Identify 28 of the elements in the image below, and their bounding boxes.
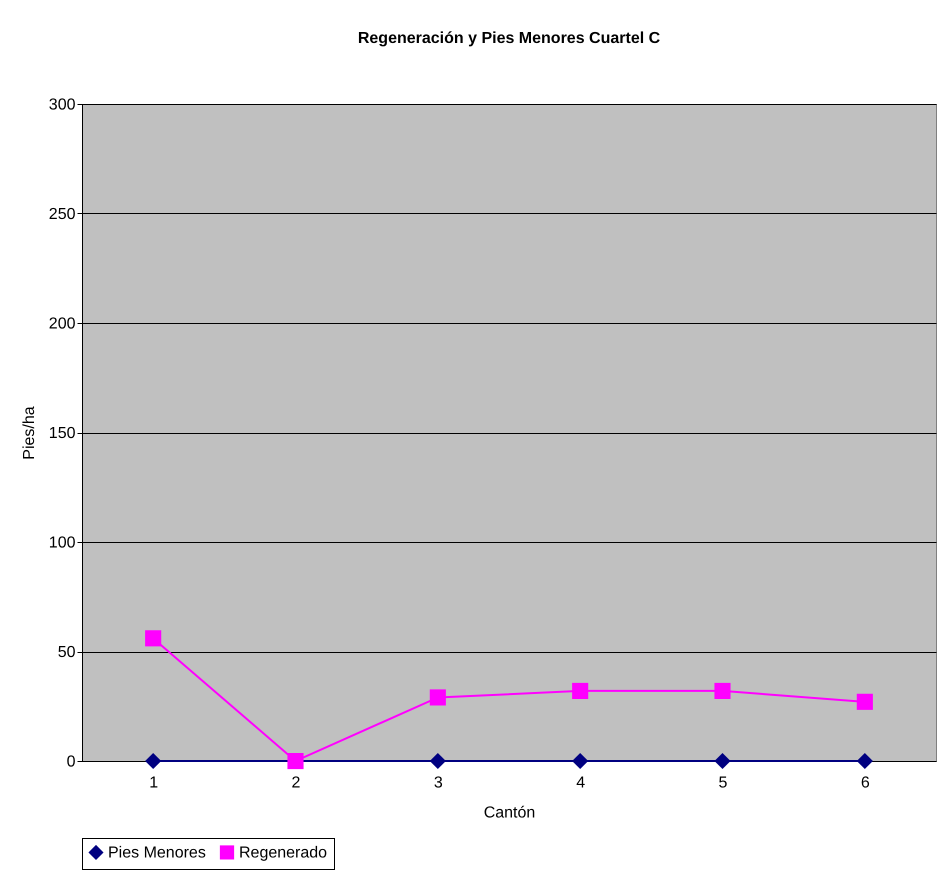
x-axis-title: Cantón: [484, 804, 536, 822]
y-tick-label: 250: [48, 206, 76, 223]
point: [714, 752, 731, 770]
point: [145, 630, 162, 646]
chart-title: Regeneración y Pies Menores Cuartel C: [358, 30, 661, 47]
point: [572, 682, 588, 699]
x-tick-label: 6: [860, 774, 870, 792]
y-tick-label: 0: [66, 754, 76, 770]
point: [572, 752, 588, 770]
point: [145, 752, 162, 770]
point: [856, 694, 873, 710]
y-tick-label: 150: [48, 425, 76, 442]
y-tick-label: 300: [48, 96, 76, 114]
x-tick-label: 3: [434, 774, 443, 792]
y-tick-label: 50: [58, 644, 76, 661]
point: [430, 752, 446, 770]
point: [430, 689, 446, 706]
point: [714, 682, 731, 699]
y-tick-label: 200: [48, 316, 76, 332]
y-tick-label: 100: [48, 534, 76, 552]
x-tick-label: 4: [576, 774, 586, 792]
legend-label: Pies Menores: [108, 844, 206, 862]
x-tick-label: 5: [718, 774, 728, 792]
y-axis-title: Pies/ha: [20, 406, 38, 460]
x-tick-label: 2: [292, 774, 301, 792]
x-tick-label: 1: [149, 774, 158, 792]
point: [856, 752, 873, 770]
legend-label: Regenerado: [239, 844, 328, 862]
